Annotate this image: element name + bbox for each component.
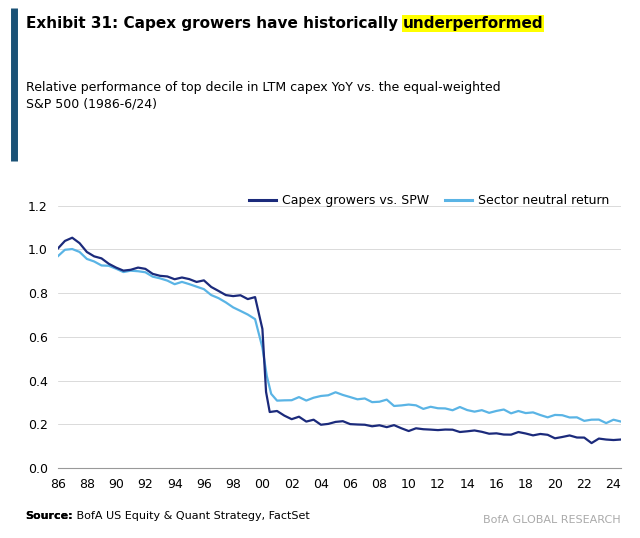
Text: Relative performance of top decile in LTM capex YoY vs. the equal-weighted
S&P 5: Relative performance of top decile in LT… (26, 81, 500, 111)
Text: Source:: Source: (26, 512, 73, 521)
Text: BofA US Equity & Quant Strategy, FactSet: BofA US Equity & Quant Strategy, FactSet (73, 512, 310, 521)
Text: Exhibit 31: Capex growers have historically: Exhibit 31: Capex growers have historica… (26, 16, 403, 31)
Text: underperformed: underperformed (403, 16, 543, 31)
Text: Source:: Source: (26, 512, 73, 521)
Legend: Capex growers vs. SPW, Sector neutral return: Capex growers vs. SPW, Sector neutral re… (244, 189, 614, 212)
Text: BofA GLOBAL RESEARCH: BofA GLOBAL RESEARCH (483, 514, 621, 525)
